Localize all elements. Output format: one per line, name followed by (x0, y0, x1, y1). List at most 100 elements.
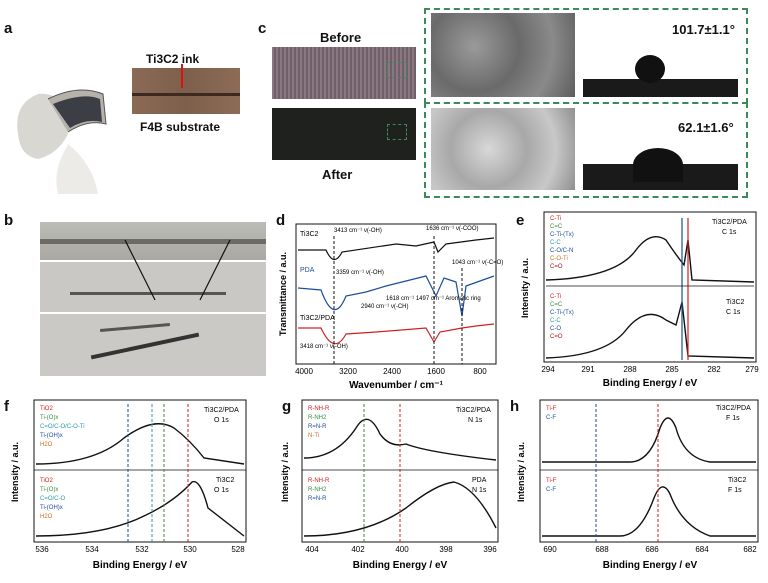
ftir-ylabel: Transmittance / a.u. (278, 252, 288, 336)
o1s-top-title: Ti3C2/PDA (204, 407, 239, 414)
ftir-xlabel: Wavenumber / cm⁻¹ (349, 380, 443, 391)
ftir-annot-2: 1636 cm⁻¹ ν(-COO) (426, 226, 479, 232)
c1s-top-envelope (545, 236, 755, 283)
f1s-top-legend-1: C-F (546, 415, 556, 421)
after-label: After (322, 167, 353, 182)
n1s-bottom-envelope (303, 481, 497, 537)
f4b-substrate-photo (132, 68, 240, 114)
n1s-top-legend-0: R-NH-R (308, 406, 330, 412)
after-contact-angle-image (583, 108, 738, 190)
c1s-top-legend-6: C=O (550, 264, 563, 270)
o1s-top-sub: O 1s (214, 417, 229, 424)
o1s-ylabel: Intensity / a.u. (10, 442, 20, 502)
film-rolled-view (40, 314, 266, 376)
o1s-bottom-legend-4: H2O (40, 514, 53, 520)
f1s-ylabel: Intensity / a.u. (516, 442, 526, 502)
c1s-top-title: Ti3C2/PDA (712, 219, 747, 226)
c1s-xtick-3: 288 (623, 365, 637, 374)
f1s-top-title: Ti3C2/PDA (716, 405, 751, 412)
n1s-top-title: Ti3C2/PDA (456, 407, 491, 414)
f1s-bottom-envelope (542, 486, 756, 537)
xps-n1s-chart: R-NH-R R-NH2 R=N-R N-Ti R-NH-R R-NH2 R=N… (280, 399, 499, 571)
substrate-label: F4B substrate (140, 120, 221, 134)
n1s-top-legend-2: R=N-R (308, 424, 327, 430)
n1s-bottom-title: PDA (472, 477, 487, 484)
panel-g-label: g (282, 398, 292, 415)
f1s-xtick-4: 684 (695, 545, 709, 554)
o1s-top-legend-2: C=O/C-O/C-O-Ti (40, 424, 85, 430)
ink-arrow (181, 64, 183, 88)
c1s-ylabel: Intensity / a.u. (520, 258, 530, 318)
o1s-xtick-4: 530 (183, 545, 197, 554)
panel-f-label: f (4, 398, 9, 415)
c1s-top-legend-2: C-Ti-(Tx) (550, 232, 574, 238)
c1s-bottom-legend-1: C=C (550, 302, 563, 308)
n1s-top-legend-1: R-NH2 (308, 415, 327, 421)
n1s-xtick-3: 400 (395, 545, 409, 554)
c1s-bottom-legend-2: C-Ti-(Tx) (550, 310, 574, 316)
f1s-xtick-3: 686 (645, 545, 659, 554)
ftir-series-pda (297, 275, 495, 317)
ftir-annot-5: 1618 cm⁻¹ 1497 cm⁻¹ Aromatic ring (386, 296, 481, 302)
ftir-annot-6: 1043 cm⁻¹ ν(-C=O) (452, 260, 503, 266)
c1s-top-legend-0: C-Ti (550, 216, 561, 222)
panel-e-label: e (516, 212, 525, 229)
after-zoom-box (387, 124, 407, 140)
after-zoom-frame (424, 102, 748, 198)
o1s-top-legend-0: TiO2 (40, 406, 53, 412)
xps-f1s-chart: Ti-F C-F Ti-F C-F Ti3C2/PDA F 1s Ti3C2 F… (516, 399, 759, 571)
c1s-top-legend-3: C-C (550, 240, 561, 246)
ink-label: Ti3C2 ink (146, 52, 200, 66)
ftir-series-ti3c2-pda (298, 323, 495, 345)
before-label: Before (320, 30, 362, 45)
f1s-bottom-legend-0: Ti-F (546, 478, 557, 484)
before-contact-angle-image (583, 13, 738, 97)
panel-c-label: c (258, 20, 267, 37)
ftir-legend-ti3c2-pda: Ti3C2/PDA (300, 315, 335, 322)
before-zoom-box (387, 62, 407, 78)
c1s-xlabel: Binding Energy / eV (603, 378, 698, 389)
n1s-top-sub: N 1s (468, 417, 483, 424)
xps-o1s-chart: TiO2 Ti-(O)x C=O/C-O/C-O-Ti Ti-(OH)x H2O… (10, 399, 247, 571)
before-sem-image (431, 13, 575, 97)
c1s-top-sub: C 1s (722, 229, 737, 236)
ftir-annot-7: 3418 cm⁻¹ ν(-OH) (300, 344, 348, 350)
c1s-bottom-legend-5: C=O (550, 334, 563, 340)
ftir-xtick-4: 1600 (427, 367, 445, 376)
c1s-bottom-title: Ti3C2 (726, 299, 745, 306)
f1s-xtick-2: 688 (595, 545, 609, 554)
f1s-top-envelope (542, 417, 756, 463)
o1s-xtick-2: 534 (85, 545, 99, 554)
panel-h-label: h (510, 398, 520, 415)
f1s-top-sub: F 1s (726, 415, 740, 422)
xps-c1s-chart: C-Ti C=C C-Ti-(Tx) C-C C-O/C-N C-O-Ti C=… (520, 211, 759, 389)
c1s-xtick-2: 291 (581, 365, 595, 374)
o1s-bottom-sub: O 1s (214, 487, 229, 494)
n1s-ylabel: Intensity / a.u. (280, 442, 290, 502)
panel-b-label: b (4, 212, 14, 229)
ftir-xtick-3: 2400 (383, 367, 401, 376)
before-sample-photo (272, 47, 416, 99)
c1s-top-legend-5: C-O-Ti (550, 256, 568, 262)
f1s-xtick-1: 690 (543, 545, 557, 554)
n1s-bottom-legend-2: R=N-R (308, 496, 327, 502)
n1s-xtick-5: 396 (483, 545, 497, 554)
ftir-legend-ti3c2: Ti3C2 (300, 231, 319, 238)
o1s-xlabel: Binding Energy / eV (93, 560, 188, 571)
c1s-top-legend-4: C-O/C-N (550, 248, 573, 254)
c1s-bottom-sub: C 1s (726, 309, 741, 316)
n1s-xtick-4: 398 (439, 545, 453, 554)
ftir-xtick-1: 4000 (295, 367, 313, 376)
c1s-xtick-4: 285 (665, 365, 679, 374)
c1s-bottom-legend-0: C-Ti (550, 294, 561, 300)
after-angle-value: 62.1±1.6° (678, 120, 734, 135)
o1s-top-legend-4: H2O (40, 442, 53, 448)
panel-b-connector-lines (124, 239, 231, 301)
ftir-xtick-5: 800 (473, 367, 487, 376)
n1s-top-envelope (303, 418, 497, 461)
ftir-annot-4: 2940 cm⁻¹ ν(-CH) (361, 304, 409, 310)
c1s-bottom-legend-4: C-O (550, 326, 561, 332)
o1s-top-legend-3: Ti-(OH)x (40, 433, 63, 439)
f1s-bottom-title: Ti3C2 (728, 477, 747, 484)
ftir-legend-pda: PDA (300, 267, 315, 274)
